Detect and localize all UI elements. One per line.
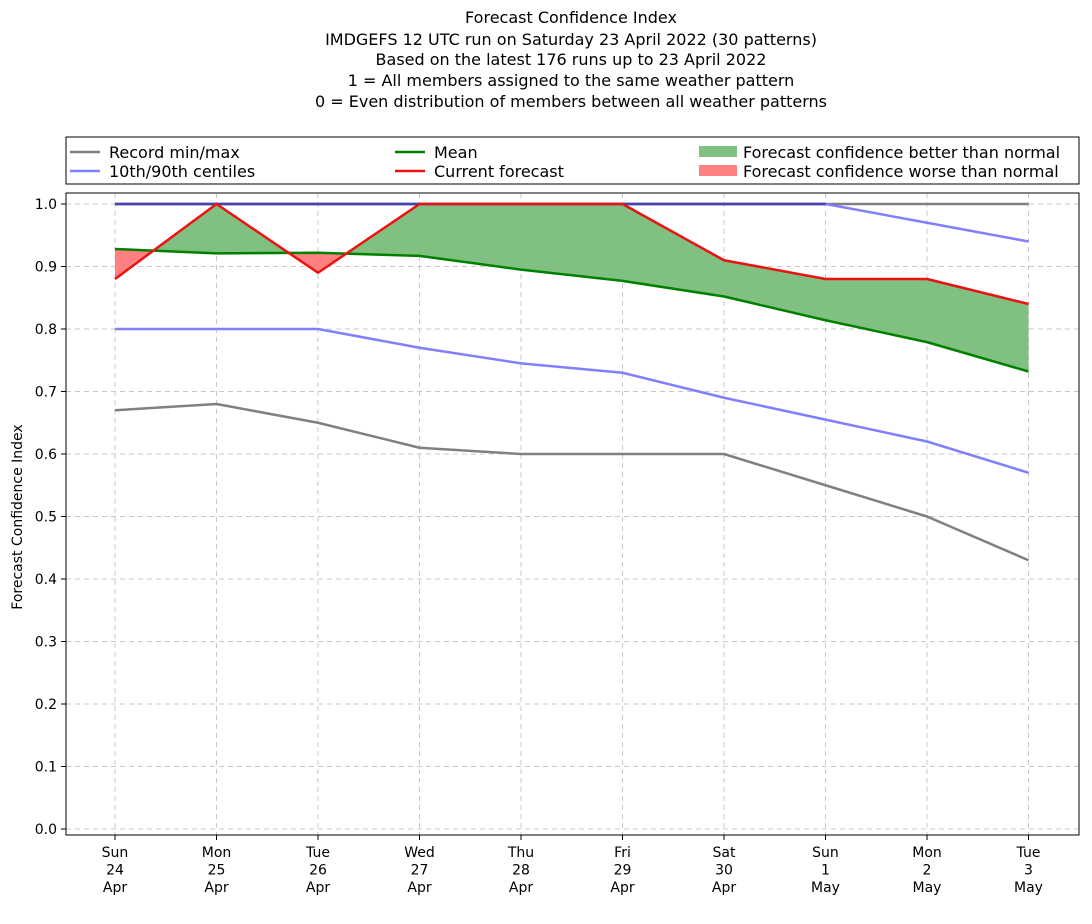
x-tick-label: Sat 30 Apr — [712, 845, 736, 896]
x-tick-label: Tue 26 Apr — [305, 845, 330, 896]
plot-frame — [65, 192, 1080, 836]
series-lines — [114, 202, 1029, 562]
legend-label-worse: Forecast confidence worse than normal — [743, 162, 1059, 181]
legend-label-better: Forecast confidence better than normal — [743, 143, 1060, 162]
title-line-3: Based on the latest 176 runs up to 23 Ap… — [376, 50, 767, 69]
confidence-fills — [115, 204, 1029, 372]
axes: 0.0 0.1 0.2 0.3 0.4 0.5 0.6 0.7 0.8 0.9 1.0 Sun 24 Ap… — [35, 197, 1043, 896]
better-than-normal-fill — [521, 204, 623, 281]
x-tick-label: Sun 1 May — [811, 845, 840, 896]
x-tick-label: Sun 24 Apr — [102, 845, 129, 896]
legend-swatch-worse — [699, 165, 737, 176]
x-tick-label: Mon 25 Apr — [202, 845, 232, 896]
y-tick-label: 0.9 — [35, 260, 57, 276]
current-forecast-line — [114, 202, 1029, 306]
y-tick-label: 1.0 — [35, 197, 57, 213]
x-tick-label: Thu 28 Apr — [507, 845, 534, 896]
y-axis-label: Forecast Confidence Index — [10, 424, 26, 609]
y-tick-label: 0.0 — [35, 822, 57, 838]
y-tick-label: 0.1 — [35, 760, 57, 776]
y-tick-label: 0.7 — [35, 385, 57, 401]
title-line-4: 1 = All members assigned to the same wea… — [348, 71, 795, 90]
legend-label-centiles: 10th/90th centiles — [109, 162, 255, 181]
y-tick-label: 0.3 — [35, 635, 57, 651]
y-tick-label: 0.5 — [35, 510, 57, 526]
x-tick-label: Mon 2 May — [912, 845, 942, 896]
record-min-line — [114, 402, 1029, 562]
better-than-normal-fill — [825, 279, 927, 343]
p10-line — [115, 327, 1029, 474]
better-than-normal-fill — [622, 204, 724, 297]
grid — [66, 193, 1079, 835]
title-line-1: Forecast Confidence Index — [465, 8, 677, 27]
y-tick-label: 0.4 — [35, 572, 57, 588]
legend-frame — [65, 136, 1080, 185]
legend-label-record: Record min/max — [109, 143, 240, 162]
chart-title: Forecast Confidence Index IMDGEFS 12 UTC… — [315, 8, 827, 111]
x-tick-label: Fri 29 Apr — [610, 845, 634, 896]
better-than-normal-fill — [419, 204, 521, 270]
y-tick-label: 0.6 — [35, 447, 57, 463]
legend: Record min/max 10th/90th centiles Mean C… — [65, 136, 1080, 185]
x-tick-label: Wed 27 Apr — [404, 845, 435, 896]
y-tick-label: 0.8 — [35, 322, 57, 338]
x-tick-label: Tue 3 May — [1014, 845, 1043, 896]
legend-label-mean: Mean — [434, 143, 478, 162]
y-tick-label: 0.2 — [35, 697, 57, 713]
legend-swatch-better — [699, 146, 737, 157]
title-line-2: IMDGEFS 12 UTC run on Saturday 23 April … — [325, 30, 817, 49]
title-line-5: 0 = Even distribution of members between… — [315, 92, 827, 111]
mean-line — [114, 247, 1029, 373]
legend-label-current: Current forecast — [434, 162, 564, 181]
